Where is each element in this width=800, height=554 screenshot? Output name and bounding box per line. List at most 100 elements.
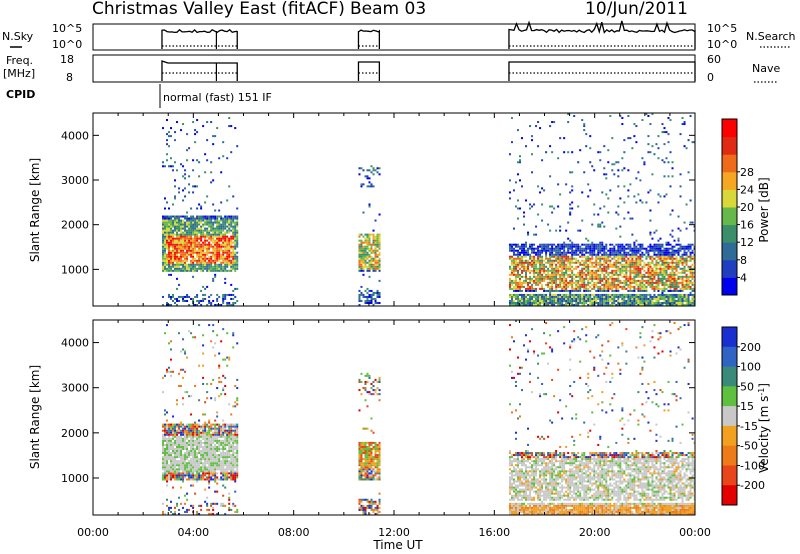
- data-cell: [537, 253, 540, 256]
- data-cell: [208, 454, 211, 457]
- data-cell: [631, 251, 634, 254]
- data-cell: [194, 239, 197, 242]
- data-cell: [198, 241, 201, 244]
- data-cell: [627, 259, 630, 262]
- data-cell: [366, 253, 369, 256]
- data-cell: [623, 281, 626, 284]
- data-cell: [645, 257, 648, 260]
- data-cell: [194, 233, 197, 236]
- data-cell: [611, 137, 614, 140]
- data-cell: [184, 265, 187, 268]
- data-cell: [184, 352, 187, 355]
- data-cell: [539, 243, 542, 246]
- data-cell: [541, 285, 544, 288]
- data-cell: [621, 299, 624, 302]
- data-cell: [559, 299, 562, 302]
- data-cell: [167, 243, 171, 246]
- data-cell: [655, 265, 658, 268]
- data-cell: [613, 249, 616, 252]
- data-cell: [178, 247, 181, 250]
- data-cell: [378, 265, 381, 268]
- data-cell: [512, 251, 515, 254]
- data-cell: [172, 255, 175, 258]
- data-cell: [212, 502, 215, 505]
- data-cell: [531, 261, 534, 264]
- data-cell: [659, 273, 662, 276]
- data-cell: [561, 255, 564, 258]
- data-cell: [230, 225, 233, 228]
- data-cell: [206, 231, 209, 234]
- data-cell: [545, 277, 548, 280]
- data-cell: [525, 287, 528, 290]
- data-cell: [541, 245, 544, 248]
- data-cell: [165, 468, 168, 471]
- data-cell: [222, 484, 225, 487]
- data-cell: [188, 468, 191, 471]
- data-cell: [190, 265, 193, 268]
- data-cell: [565, 301, 568, 304]
- data-cell: [525, 249, 528, 252]
- data-cell: [163, 219, 166, 222]
- data-cell: [180, 472, 183, 475]
- data-cell: [206, 303, 209, 306]
- data-cell: [663, 259, 666, 262]
- data-cell: [167, 466, 171, 469]
- data-cell: [581, 219, 584, 222]
- data-cell: [196, 221, 199, 224]
- data-cell: [378, 301, 381, 304]
- data-cell: [567, 281, 570, 284]
- data-cell: [198, 324, 201, 327]
- data-cell: [358, 247, 361, 250]
- data-cell: [597, 289, 600, 292]
- data-cell: [200, 450, 203, 453]
- data-cell: [208, 261, 211, 264]
- data-cell: [198, 245, 201, 248]
- data-cell: [230, 217, 233, 220]
- data-cell: [589, 281, 592, 284]
- data-cell: [376, 243, 379, 246]
- data-cell: [234, 225, 237, 228]
- data-cell: [633, 263, 636, 266]
- data-cell: [190, 478, 193, 481]
- data-cell: [539, 265, 542, 268]
- data-cell: [167, 207, 171, 210]
- data-cell: [360, 269, 363, 272]
- data-cell: [675, 289, 678, 292]
- data-cell: [514, 269, 517, 272]
- data-cell: [523, 295, 526, 298]
- data-cell: [220, 265, 223, 268]
- data-cell: [198, 231, 201, 234]
- data-cell: [228, 293, 231, 296]
- data-cell: [161, 464, 164, 467]
- data-cell: [190, 297, 193, 300]
- data-cell: [651, 281, 654, 284]
- data-cell: [200, 435, 203, 438]
- data-cell: [529, 203, 532, 206]
- data-cell: [180, 464, 183, 467]
- data-cell: [220, 227, 223, 230]
- data-cell: [607, 211, 610, 214]
- data-cell: [635, 273, 638, 276]
- data-cell: [681, 301, 684, 304]
- data-cell: [537, 249, 540, 252]
- data-cell: [196, 185, 199, 188]
- data-cell: [368, 237, 371, 240]
- data-cell: [619, 247, 622, 250]
- data-cell: [174, 474, 177, 477]
- data-cell: [232, 227, 235, 230]
- data-cell: [529, 303, 532, 306]
- data-cell: [165, 247, 168, 250]
- data-cell: [565, 295, 568, 298]
- data-cell: [661, 293, 664, 296]
- data-cell: [683, 145, 686, 148]
- data-cell: [527, 297, 530, 300]
- data-cell: [621, 275, 624, 278]
- data-cell: [541, 263, 544, 266]
- data-cell: [611, 283, 614, 286]
- data-cell: [370, 265, 373, 268]
- data-cell: [364, 265, 367, 268]
- data-cell: [589, 253, 592, 256]
- data-cell: [212, 215, 215, 218]
- data-cell: [615, 283, 618, 286]
- data-cell: [637, 299, 640, 302]
